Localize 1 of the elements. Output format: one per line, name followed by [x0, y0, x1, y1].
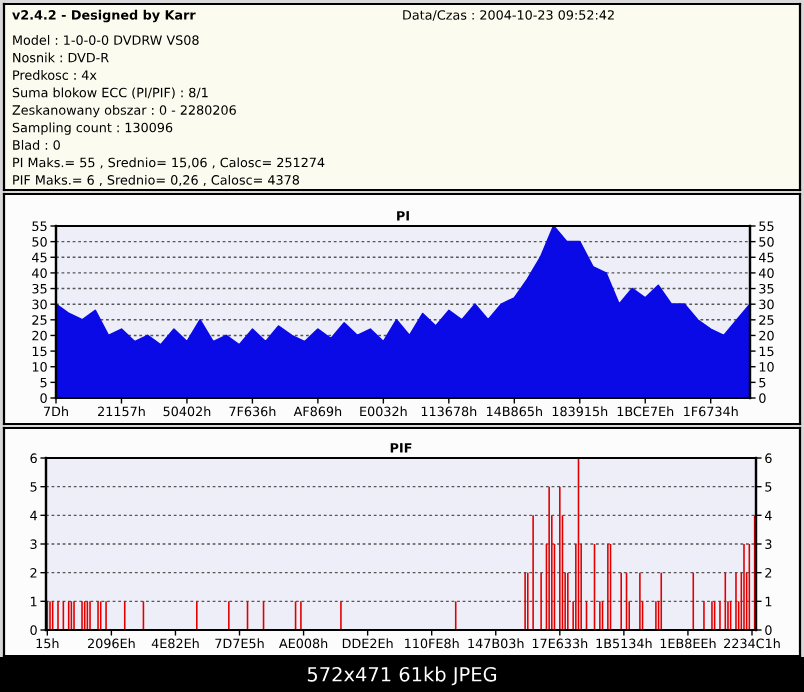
text: 572x471 61kb JPEG: [307, 666, 497, 686]
